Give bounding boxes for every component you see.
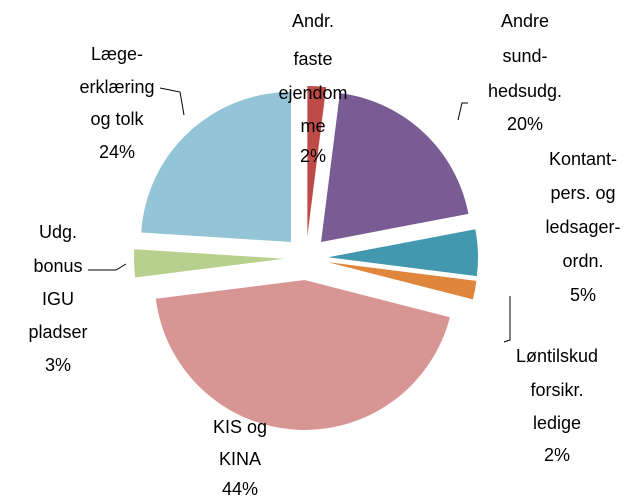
data-label: faste: [293, 49, 332, 69]
data-label: og tolk: [90, 109, 144, 129]
data-label: Andre: [501, 11, 549, 31]
data-label: ejendom: [278, 83, 347, 103]
data-label: erklæring: [79, 77, 154, 97]
pie-slice: [134, 249, 285, 278]
pie-slice: [321, 93, 469, 242]
data-label: hedsudg.: [488, 81, 562, 101]
data-label: Udg.: [39, 222, 77, 242]
leader-line: [159, 87, 185, 116]
data-label: forsikr.: [530, 380, 583, 400]
data-label-value: 3%: [45, 355, 71, 375]
data-label: Andr.: [292, 11, 334, 31]
data-label: ledige: [533, 413, 581, 433]
data-label: ledsager-: [545, 217, 620, 237]
data-label-value: 20%: [507, 114, 543, 134]
data-label: pladser: [28, 322, 87, 342]
data-label: me: [300, 116, 325, 136]
data-label-value: 2%: [544, 445, 570, 465]
data-label: IGU: [42, 289, 74, 309]
data-label: bonus: [33, 256, 82, 276]
data-label: Læge-: [91, 44, 143, 64]
leader-line: [457, 102, 468, 121]
data-label: KIS og: [213, 417, 267, 437]
data-label-value: 2%: [300, 146, 326, 166]
data-label-value: 24%: [99, 142, 135, 162]
leader-line: [88, 263, 127, 271]
data-label: Løntilskud: [516, 346, 598, 366]
data-label: sund-: [502, 46, 547, 66]
pie-slice: [141, 91, 291, 242]
data-label-value: 5%: [570, 285, 596, 305]
data-label: KINA: [219, 449, 261, 469]
pie-slice: [155, 279, 450, 430]
data-label: ordn.: [562, 251, 603, 271]
leader-line: [503, 296, 511, 343]
pie-slice: [307, 86, 327, 237]
data-label: pers. og: [550, 183, 615, 203]
data-label-value: 44%: [222, 479, 258, 498]
data-label: Kontant-: [549, 149, 617, 169]
pie-slice: [327, 262, 477, 300]
pie-slice: [327, 229, 478, 277]
